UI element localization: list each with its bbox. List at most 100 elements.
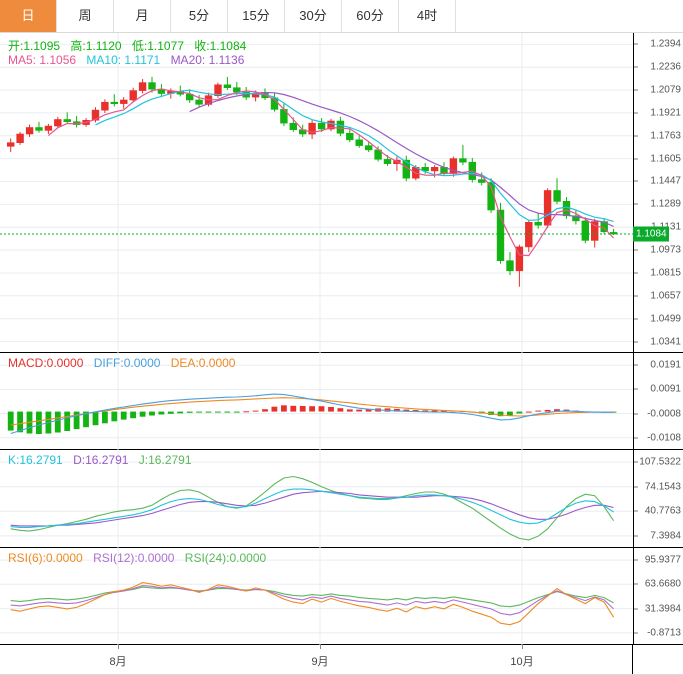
current-price-badge: 1.1084 — [633, 226, 669, 242]
indicator-axis-label: 40.7763 — [644, 505, 681, 517]
price-axis-label: 1.2394 — [650, 38, 681, 50]
time-axis-label: 10月 — [510, 656, 534, 668]
kdj-legend: K:16.2791 D:16.2791 J:16.2791 — [8, 453, 199, 467]
price-axis-label: 1.0973 — [650, 244, 681, 256]
tabbar-filler — [456, 0, 683, 32]
price-panel: 开:1.1095 高:1.1120 低:1.1077 收:1.1084 MA5:… — [0, 33, 683, 353]
price-axis-label: 1.2079 — [650, 84, 681, 96]
time-axis-tick — [118, 645, 119, 649]
price-axis-label: 1.0815 — [650, 267, 681, 279]
rsi6-value-label: RSI(6):0.0000 — [8, 551, 83, 565]
indicator-axis-label: 74.1543 — [644, 481, 681, 493]
indicator-axis-tick — [634, 510, 638, 512]
price-axis-tick — [634, 158, 638, 160]
dea-value-label: DEA:0.0000 — [170, 356, 236, 370]
time-axis-tick — [522, 645, 523, 649]
rsi-axis: 95.9377 63.6680 31.3984 -0.8713 — [633, 548, 683, 644]
indicator-axis-tick — [634, 437, 638, 439]
price-axis-tick — [634, 203, 638, 205]
rsi-legend: RSI(6):0.0000 RSI(12):0.0000 RSI(24):0.0… — [8, 551, 273, 565]
kdj-axis: 107.5322 74.1543 40.7763 7.3984 — [633, 450, 683, 547]
macd-plot[interactable] — [0, 353, 633, 450]
price-axis-label: 1.0499 — [650, 313, 681, 325]
rsi12-value-label: RSI(12):0.0000 — [93, 551, 175, 565]
indicator-axis-label: 107.5322 — [639, 456, 681, 468]
price-axis-tick — [634, 318, 638, 320]
price-axis-tick — [634, 112, 638, 114]
macd-panel: MACD:0.0000 DIFF:0.0000 DEA:0.0000 0.019… — [0, 353, 683, 450]
rsi-plot[interactable] — [0, 548, 633, 645]
indicator-axis-label: 31.3984 — [644, 603, 681, 615]
price-axis-label: 1.0657 — [650, 290, 681, 302]
open-label: 开:1.1095 — [8, 39, 61, 53]
price-axis-tick — [634, 43, 638, 45]
tab-30min[interactable]: 30分 — [285, 0, 342, 32]
ohlc-legend: 开:1.1095 高:1.1120 低:1.1077 收:1.1084 — [8, 37, 253, 54]
price-axis-tick — [634, 272, 638, 274]
indicator-axis-tick — [634, 559, 638, 561]
indicator-axis-tick — [634, 461, 638, 463]
price-axis-tick — [634, 135, 638, 137]
indicator-axis-tick — [634, 413, 638, 415]
tab-month[interactable]: 月 — [114, 0, 171, 32]
indicator-axis-label: 95.9377 — [644, 554, 681, 566]
price-axis-label: 1.1289 — [650, 198, 681, 210]
tab-week[interactable]: 周 — [57, 0, 114, 32]
timeframe-tabbar: 日 周 月 5分 15分 30分 60分 4时 — [0, 0, 683, 33]
indicator-axis-tick — [634, 535, 638, 537]
indicator-axis-tick — [634, 608, 638, 610]
price-axis-label: 1.0341 — [650, 336, 681, 348]
j-value-label: J:16.2791 — [138, 453, 192, 467]
macd-axis: 0.0191 0.0091 -0.0008 -0.0108 — [633, 353, 683, 449]
price-axis-label: 1.1605 — [650, 153, 681, 165]
indicator-axis-tick — [634, 632, 638, 634]
k-value-label: K:16.2791 — [8, 453, 63, 467]
indicator-axis-label: 0.0191 — [650, 359, 681, 371]
price-plot[interactable] — [0, 33, 633, 353]
macd-value-label: MACD:0.0000 — [8, 356, 84, 370]
price-axis-tick — [634, 295, 638, 297]
rsi-panel: RSI(6):0.0000 RSI(12):0.0000 RSI(24):0.0… — [0, 548, 683, 645]
price-axis-tick — [634, 180, 638, 182]
time-axis-label: 9月 — [311, 656, 329, 668]
tab-60min[interactable]: 60分 — [342, 0, 399, 32]
price-axis-label: 1.1921 — [650, 107, 681, 119]
tab-day[interactable]: 日 — [0, 0, 57, 32]
indicator-axis-tick — [634, 364, 638, 366]
high-label: 高:1.1120 — [70, 39, 122, 53]
kdj-panel: K:16.2791 D:16.2791 J:16.2791 107.5322 74… — [0, 450, 683, 548]
indicator-axis-label: -0.8713 — [647, 627, 681, 639]
indicator-axis-tick — [634, 486, 638, 488]
price-axis-label: 1.1447 — [650, 175, 681, 187]
ma10-label: MA10: 1.1171 — [86, 53, 161, 67]
d-value-label: D:16.2791 — [73, 453, 129, 467]
ma5-label: MA5: 1.1056 — [8, 53, 77, 67]
price-axis-label: 1.2236 — [650, 61, 681, 73]
tab-5min[interactable]: 5分 — [171, 0, 228, 32]
time-axis-label: 8月 — [109, 656, 127, 668]
ma-legend: MA5: 1.1056 MA10: 1.1171 MA20: 1.1136 — [8, 53, 251, 67]
price-axis-tick — [634, 249, 638, 251]
diff-value-label: DIFF:0.0000 — [93, 356, 161, 370]
rsi24-value-label: RSI(24):0.0000 — [184, 551, 267, 565]
price-axis-tick — [634, 66, 638, 68]
ma20-label: MA20: 1.1136 — [170, 53, 245, 67]
price-axis-label: 1.1763 — [650, 130, 681, 142]
low-label: 低:1.1077 — [131, 39, 184, 53]
tab-15min[interactable]: 15分 — [228, 0, 285, 32]
tab-4hour[interactable]: 4时 — [399, 0, 456, 32]
indicator-axis-tick — [634, 388, 638, 390]
price-axis: 1.2394 1.2236 1.2079 1.1921 1.1763 1.1605 1.14… — [633, 33, 683, 352]
price-axis-tick — [634, 341, 638, 343]
time-axis: 8月 9月 10月 — [0, 645, 683, 675]
indicator-axis-tick — [634, 583, 638, 585]
indicator-axis-label: -0.0108 — [647, 432, 681, 444]
macd-legend: MACD:0.0000 DIFF:0.0000 DEA:0.0000 — [8, 356, 242, 370]
indicator-axis-label: -0.0008 — [647, 408, 681, 420]
close-label: 收:1.1084 — [194, 39, 247, 53]
kdj-plot[interactable] — [0, 450, 633, 548]
indicator-axis-label: 63.6680 — [644, 578, 681, 590]
price-axis-tick — [634, 89, 638, 91]
time-axis-tick — [320, 645, 321, 649]
